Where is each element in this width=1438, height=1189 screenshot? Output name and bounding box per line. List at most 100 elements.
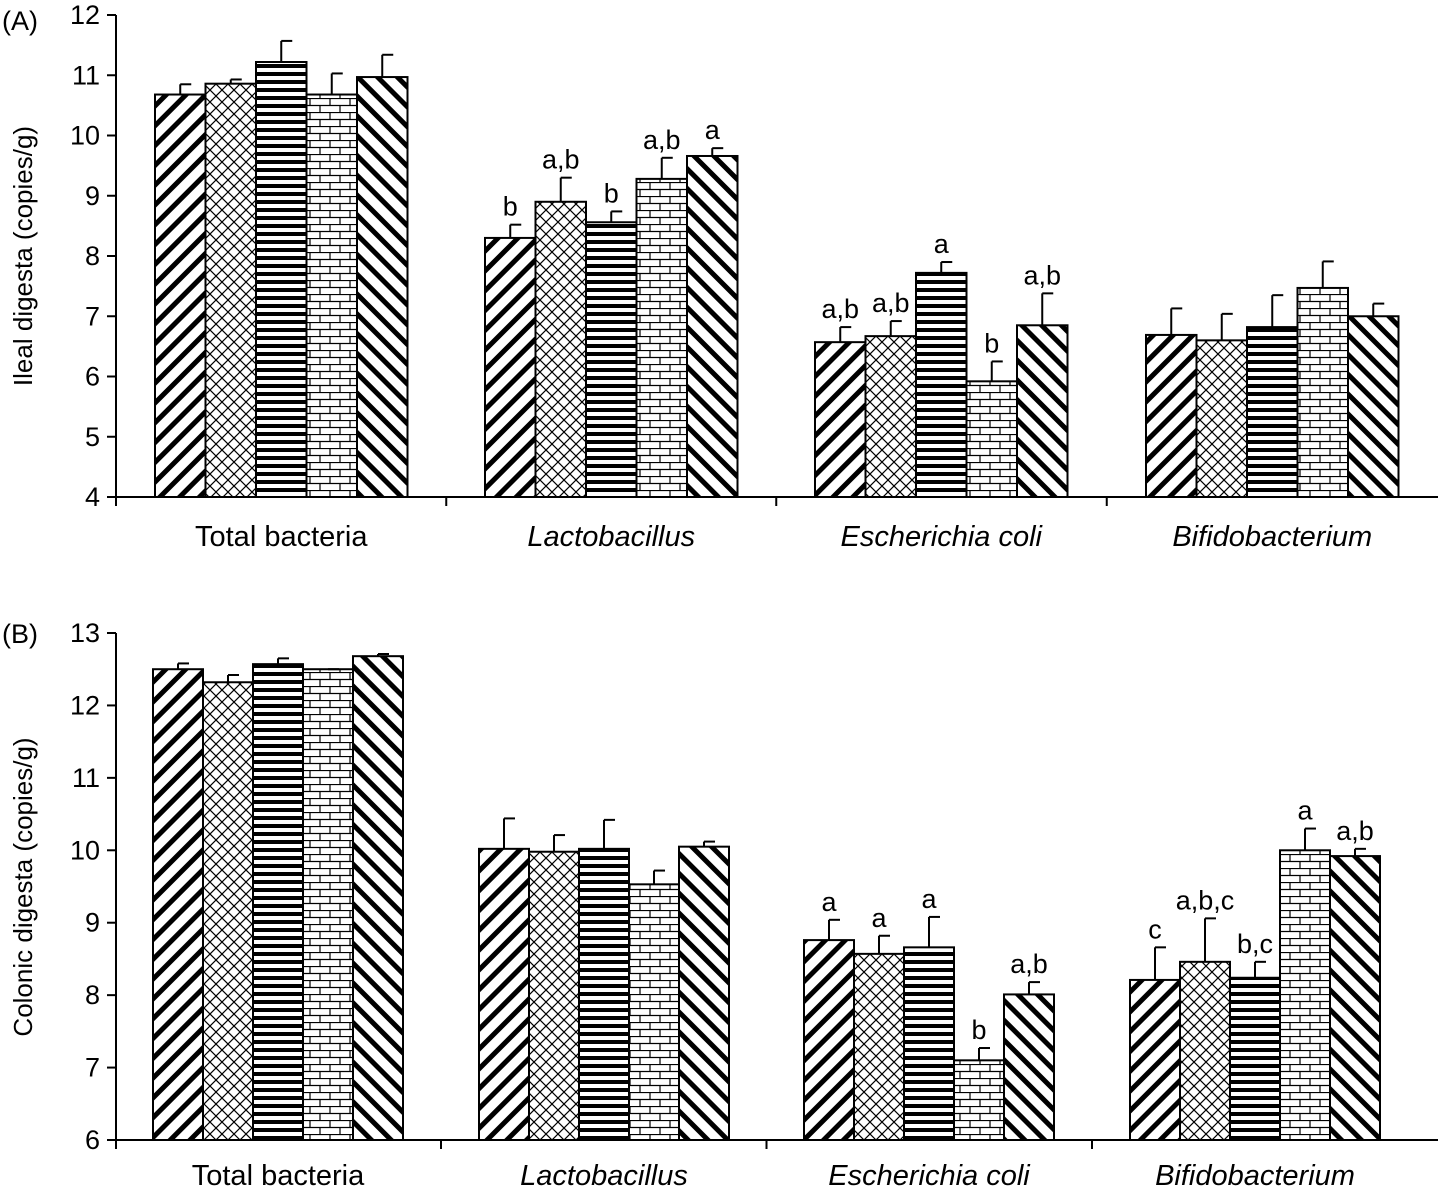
- significance-label: a,b: [643, 125, 681, 155]
- bar: [352, 655, 404, 1141]
- y-axis-label: Colonic digesta (copies/g): [8, 737, 38, 1036]
- y-tick-label: 5: [85, 422, 100, 452]
- bar: [302, 668, 354, 1141]
- bar: [585, 221, 638, 498]
- y-tick-label: 12: [70, 0, 100, 30]
- bar: [534, 200, 587, 498]
- bar: [1246, 326, 1299, 498]
- significance-label: a: [921, 884, 937, 914]
- bar: [252, 663, 304, 1141]
- panel-label: (A): [2, 6, 38, 36]
- y-tick-label: 11: [72, 763, 100, 793]
- y-tick-label: 7: [85, 1053, 100, 1083]
- y-tick-label: 10: [70, 121, 100, 151]
- category-label: Bifidobacterium: [1172, 521, 1372, 553]
- bar: [1195, 339, 1248, 498]
- y-tick-label: 11: [72, 60, 100, 90]
- bar: [915, 271, 968, 498]
- bar: [803, 939, 855, 1142]
- bar: [1003, 993, 1055, 1141]
- bar: [255, 60, 308, 499]
- bar: [864, 335, 917, 498]
- bar: [965, 380, 1018, 499]
- bar: [528, 850, 580, 1142]
- bar: [478, 847, 530, 1142]
- significance-label: a,b: [542, 145, 580, 175]
- bar: [202, 681, 254, 1141]
- bar: [578, 847, 630, 1142]
- bar: [1329, 855, 1381, 1142]
- y-tick-label: 9: [85, 181, 100, 211]
- bar: [1145, 333, 1198, 498]
- y-ticks: 4 5 6 7 8 9 10 11 12: [70, 0, 116, 512]
- y-tick-label: 12: [70, 690, 100, 720]
- bar: [154, 93, 207, 498]
- category-label: Lactobacillus: [527, 521, 695, 553]
- category-label: Lactobacillus: [520, 1160, 688, 1189]
- bar: [678, 845, 730, 1142]
- significance-label: b: [984, 328, 999, 358]
- bar: [953, 1059, 1005, 1142]
- significance-label: b: [503, 192, 518, 222]
- y-tick-label: 13: [70, 618, 100, 648]
- bar: [686, 154, 739, 499]
- y-ticks: 6 7 8 9 10 11 12 13: [70, 618, 116, 1155]
- bars: b a,b b a,b a a,b a,b a b a,b: [154, 39, 1400, 499]
- bar: [628, 883, 680, 1141]
- bar: [903, 946, 955, 1142]
- significance-label: a,b: [872, 288, 910, 318]
- significance-label: c: [1148, 914, 1162, 944]
- significance-label: b: [604, 178, 619, 208]
- axes: [115, 633, 1438, 1149]
- category-label: Escherichia coli: [841, 521, 1044, 553]
- category-label: Total bacteria: [195, 521, 368, 553]
- bar: [1179, 960, 1231, 1142]
- significance-label: a,b: [1010, 949, 1048, 979]
- bar: [152, 668, 204, 1141]
- bar: [204, 82, 257, 498]
- axes: [115, 15, 1438, 506]
- y-tick-label: 6: [85, 1125, 100, 1155]
- y-tick-label: 9: [85, 908, 100, 938]
- category-labels: Total bacteria Lactobacillus Escherichia c…: [195, 521, 1372, 553]
- y-tick-label: 6: [85, 362, 100, 392]
- significance-label: a,b: [1336, 816, 1374, 846]
- significance-label: a: [934, 229, 950, 259]
- bar: [305, 93, 358, 498]
- bars: a a a b a,b c a,b,cb,c a a,b: [152, 653, 1381, 1142]
- bar: [853, 952, 905, 1142]
- bar: [484, 236, 537, 499]
- bar: [1279, 849, 1331, 1141]
- panel-label: (B): [2, 619, 38, 649]
- significance-label: b,c: [1237, 929, 1273, 959]
- category-label: Total bacteria: [192, 1160, 365, 1189]
- bar: [356, 76, 409, 499]
- bar: [1016, 324, 1069, 498]
- significance-label: a,b,c: [1176, 885, 1235, 915]
- bar: [635, 177, 688, 498]
- bar: [1296, 286, 1349, 498]
- category-label: Escherichia coli: [828, 1160, 1031, 1189]
- bar: [1229, 976, 1281, 1142]
- bar: [1347, 315, 1400, 498]
- bar: [814, 341, 867, 498]
- panel-b: (B) Colonic digesta (copies/g) 6 7 8 9 10 11 1…: [2, 618, 1438, 1189]
- y-tick-label: 7: [85, 301, 100, 331]
- significance-label: a: [821, 887, 837, 917]
- bar: [1129, 978, 1181, 1141]
- y-tick-label: 10: [70, 835, 100, 865]
- category-labels: Total bacteria Lactobacillus Escherichia c…: [192, 1160, 1355, 1189]
- significance-label: a,b: [1023, 260, 1061, 290]
- y-axis-label: Ileal digesta (copies/g): [8, 126, 38, 386]
- y-tick-label: 8: [85, 241, 100, 271]
- panel-a: (A) Ileal digesta (copies/g) 4 5 6 7 8 9 10 11 1…: [2, 0, 1438, 553]
- significance-label: b: [971, 1015, 986, 1045]
- y-tick-label: 4: [85, 482, 100, 512]
- category-label: Bifidobacterium: [1155, 1160, 1355, 1189]
- significance-label: a,b: [821, 294, 859, 324]
- significance-label: a: [871, 903, 887, 933]
- significance-label: a: [705, 115, 721, 145]
- significance-label: a: [1297, 796, 1313, 826]
- y-tick-label: 8: [85, 980, 100, 1010]
